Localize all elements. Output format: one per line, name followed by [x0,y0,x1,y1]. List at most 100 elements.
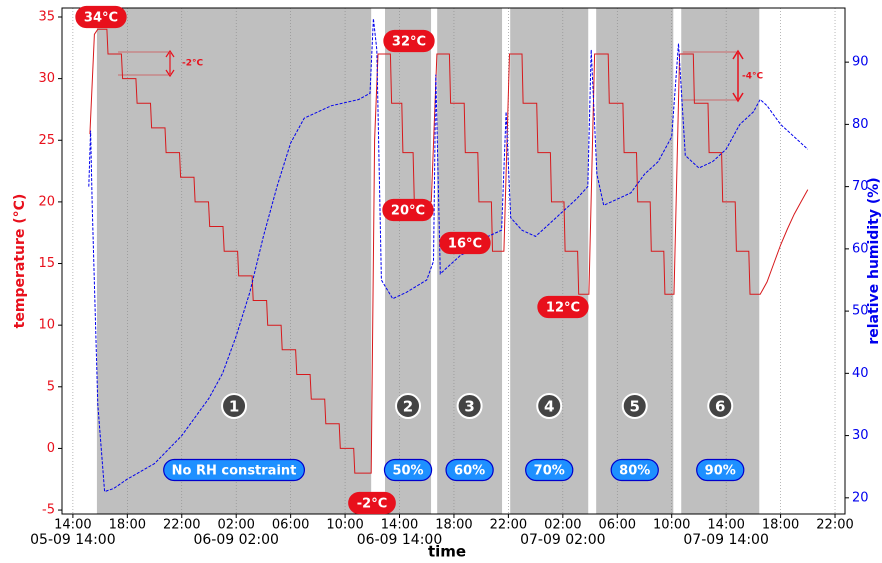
x-tick-label: 22:00 [490,518,527,533]
y2-tick-label: 60 [852,241,869,256]
y2-tick-label: 80 [852,117,869,132]
x-major-tick-label: 07-09 02:00 [520,532,605,548]
region [384,8,432,514]
y-tick-label: 35 [38,9,55,24]
region-label: 70% [525,458,574,482]
temperature-annotation-text: 16°C [448,237,482,252]
x-tick-label: 18:00 [762,518,799,533]
x-tick-label: 22:00 [816,518,853,533]
region [596,8,674,514]
temperature-annotation: 12°C [537,295,589,319]
y2-tick-label: 70 [852,179,869,194]
arrow-head [732,49,744,103]
region-marker [395,393,422,419]
temperature-annotation: 34°C [75,5,127,29]
region-label-text: 80% [619,464,650,479]
x-tick-label: 14:00 [707,518,744,533]
step-annotation: -4°C [742,72,763,82]
region-number: 6 [715,398,725,416]
region-label-text: 70% [534,464,565,479]
region-number: 1 [229,398,239,416]
region-label-text: 60% [454,464,485,479]
region-label-text: 50% [392,464,423,479]
x-tick-label: 22:00 [163,518,200,533]
x-tick-label: 06:00 [272,518,309,533]
temperature-annotation-box [537,295,589,319]
arrow-head [165,49,175,78]
region-label-box [696,458,745,482]
y2-tick-label: 90 [852,55,869,70]
y2-axis-label: relative humidity (%) [866,177,882,344]
region-label: 90% [696,458,745,482]
x-tick-label: 14:00 [381,518,418,533]
temperature-annotation-text: 32°C [392,35,426,50]
temperature-annotation-box [75,5,127,29]
region-label-box [610,458,659,482]
y-tick-label: 30 [38,71,55,86]
temperature-annotation-box [382,198,434,222]
step-annotation: -2°C [182,59,203,69]
region-number: 2 [403,398,413,416]
temperature-annotation: 20°C [382,198,434,222]
x-tick-label: 02:00 [217,518,254,533]
x-tick-label: 06:00 [599,518,636,533]
x-tick-label: 18:00 [109,518,146,533]
y2-tick-label: 30 [852,428,869,443]
series-line [89,28,809,474]
region-number: 3 [464,398,474,416]
y2-tick-label: 50 [852,304,869,319]
region-marker [707,393,734,419]
y2-tick-label: 20 [852,490,869,505]
x-major-tick-label: 06-09 14:00 [357,532,442,548]
region-label: No RH constraint [163,458,306,482]
region-label-box [525,458,574,482]
temperature-annotation-text: -2°C [357,497,387,512]
x-tick-label: 10:00 [326,518,363,533]
temperature-annotation: 16°C [439,231,491,255]
y-tick-label: 25 [38,133,55,148]
region-marker [621,393,648,419]
region-label-box [445,458,494,482]
x-axis-label: time [428,543,466,561]
y-tick-label: 5 [47,379,55,394]
temperature-annotation-box [348,491,396,515]
region-marker [536,393,563,419]
x-tick-label: 02:00 [544,518,581,533]
region-label: 80% [610,458,659,482]
y-axis-label: temperature (°C) [12,194,28,329]
temperature-annotation-box [383,29,435,53]
y-tick-label: 0 [47,441,55,456]
region-number: 4 [544,398,554,416]
temperature-annotation: 32°C [383,29,435,53]
temperature-annotation-text: 12°C [546,301,580,316]
temperature-annotation-text: 20°C [391,204,425,219]
y2-tick-label: 40 [852,366,869,381]
x-tick-label: 10:00 [653,518,690,533]
region [681,8,760,514]
y-tick-label: 20 [38,194,55,209]
temperature-annotation-text: 34°C [84,11,118,26]
regions [96,8,760,514]
x-major-tick-label: 07-09 14:00 [683,532,768,548]
region-number: 5 [630,398,640,416]
x-major-tick-label: 06-09 02:00 [193,532,278,548]
temperature-annotation: -2°C [348,491,396,515]
region [96,8,372,514]
annotations: 1 No RH constraint 2 50% 3 60% 4 70% 5 80% 6 90% 34°… [75,5,745,515]
y-tick-label: -5 [42,503,55,518]
y-tick-label: 15 [38,256,55,271]
region [510,8,589,514]
y-tick-label: 10 [38,318,55,333]
x-tick-label: 18:00 [435,518,472,533]
temperature-annotation-box [439,231,491,255]
ticks: 14:00 18:00 22:00 02:00 06:00 10:00 14:00 18:00… [30,9,868,548]
region-label-box [163,458,306,482]
region-marker [456,393,483,419]
region-label-box [383,458,433,482]
region-label-text: No RH constraint [172,464,297,479]
region [437,8,503,514]
x-tick-label: 14:00 [54,518,91,533]
x-major-tick-label: 05-09 14:00 [30,532,115,548]
region-label-text: 90% [705,464,736,479]
